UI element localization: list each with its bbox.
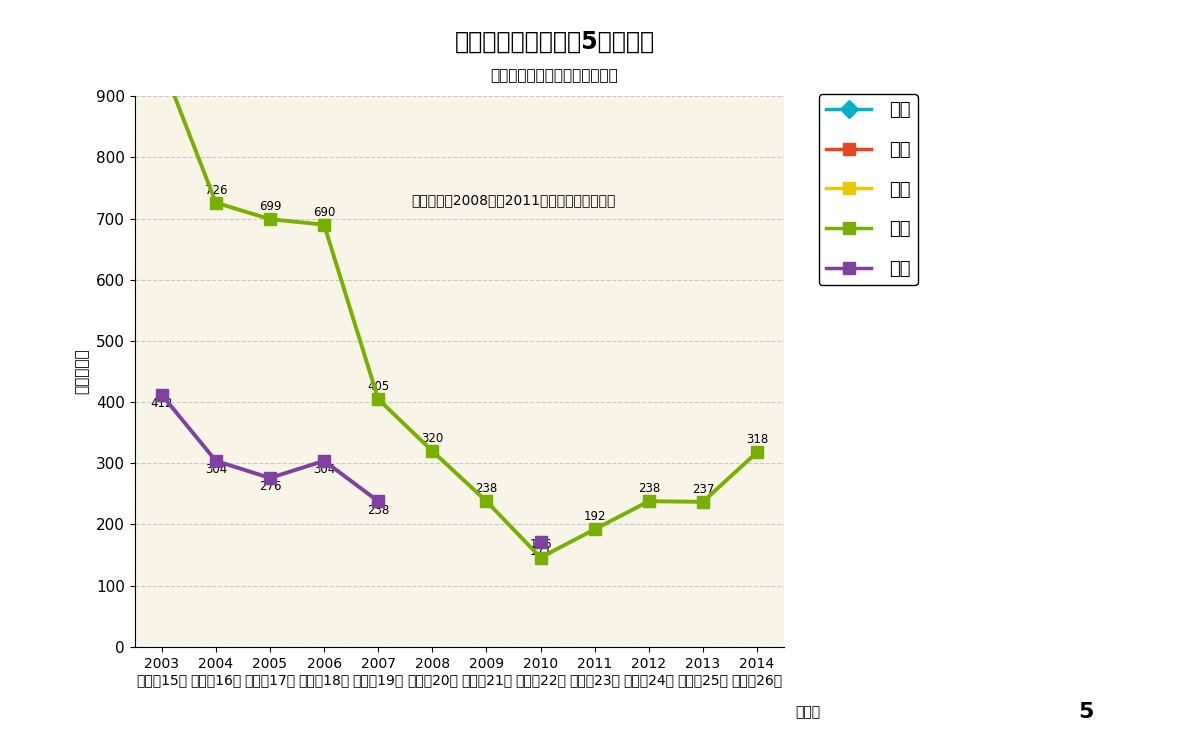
熊本 [155,59,169,68]
熊本 [263,214,277,223]
Line: 大分: 大分 [156,389,385,508]
熊本 [317,220,332,229]
Text: 238: 238 [637,482,660,495]
熊本 [479,497,493,506]
大分 [371,497,385,506]
Text: 237: 237 [691,483,714,496]
Text: 405: 405 [367,380,389,393]
Text: 304: 304 [313,463,335,476]
熊本 [425,447,439,456]
Text: 320: 320 [421,432,444,445]
Text: 192: 192 [583,511,605,523]
Legend: 長崎, 愛媛, 三重, 熊本, 大分: 長崎, 愛媛, 三重, 熊本, 大分 [819,94,918,285]
熊本 [588,525,602,534]
Text: 238: 238 [367,504,389,517]
Text: 276: 276 [258,481,281,493]
Text: 5: 5 [1077,702,1094,722]
熊本 [533,553,548,562]
熊本 [696,497,710,506]
Text: 304: 304 [204,463,227,476]
Text: 238: 238 [476,482,498,495]
大分 [155,390,169,399]
大分 [317,456,332,465]
Text: 水産庁「漁業養殖業生産統計」: 水産庁「漁業養殖業生産統計」 [491,68,618,83]
Text: 318: 318 [746,433,768,446]
Line: 熊本: 熊本 [156,57,763,564]
Text: 726: 726 [204,183,227,196]
熊本 [642,497,656,506]
Text: 412: 412 [151,397,173,410]
熊本 [209,198,223,207]
熊本 [750,447,765,456]
Text: 146: 146 [530,538,552,551]
Text: 171: 171 [530,544,552,557]
大分 [209,456,223,465]
Y-axis label: （百万円）: （百万円） [74,349,88,394]
Text: （年）: （年） [795,705,820,719]
熊本 [371,395,385,404]
Text: 690: 690 [313,205,335,219]
大分 [263,474,277,483]
Text: 真珠養殖生産額上位5県の推移: 真珠養殖生産額上位5県の推移 [454,30,655,54]
Text: ＊大分県の2008年、2011以降はランキング外: ＊大分県の2008年、2011以降はランキング外 [412,193,616,208]
Text: 699: 699 [258,200,281,213]
